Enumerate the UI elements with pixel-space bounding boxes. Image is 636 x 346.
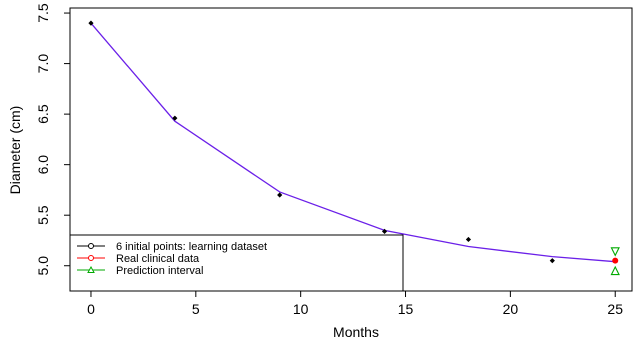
learning-data-point: [172, 115, 178, 121]
y-tick-label: 7.0: [35, 54, 51, 74]
y-tick-label: 6.5: [35, 104, 51, 124]
x-axis-title: Months: [333, 324, 379, 340]
y-tick-label: 5.0: [35, 256, 51, 276]
y-tick-label: 5.5: [35, 205, 51, 225]
y-tick-label: 7.5: [35, 3, 51, 23]
learning-data-point: [381, 228, 388, 234]
legend-marker: [88, 255, 94, 261]
x-tick-label: 15: [398, 301, 414, 317]
legend-label: Prediction interval: [116, 265, 203, 277]
x-tick-label: 0: [87, 301, 95, 317]
legend-box: [69, 234, 404, 292]
x-tick-label: 20: [503, 301, 519, 317]
fit-line: [90, 22, 616, 263]
prediction-upper-marker: [610, 247, 620, 257]
x-tick-label: 25: [607, 301, 623, 317]
x-tick-label: 10: [293, 301, 309, 317]
y-tick-label: 6.0: [35, 155, 51, 175]
y-axis-title: Diameter (cm): [7, 106, 23, 195]
fit-line-layer: [90, 22, 616, 263]
prediction-lower-marker: [610, 265, 620, 276]
learning-data-point: [465, 236, 472, 243]
legend-marker: [88, 243, 94, 249]
learning-data-point: [277, 192, 283, 198]
learning-data-point: [88, 20, 94, 26]
clinical-data-point: [612, 257, 619, 264]
legend-label: 6 initial points: learning dataset: [116, 241, 267, 253]
legend-marker: [87, 265, 95, 273]
y-axis: 5.0 5.5 6.0 6.5 7.0 7.5: [35, 3, 71, 276]
data-points-layer: [88, 20, 620, 276]
x-tick-label: 5: [192, 301, 200, 317]
x-axis: 0 5 10 15 20 25: [87, 290, 623, 317]
legend-label: Real clinical data: [116, 253, 200, 265]
learning-data-point: [549, 258, 555, 264]
